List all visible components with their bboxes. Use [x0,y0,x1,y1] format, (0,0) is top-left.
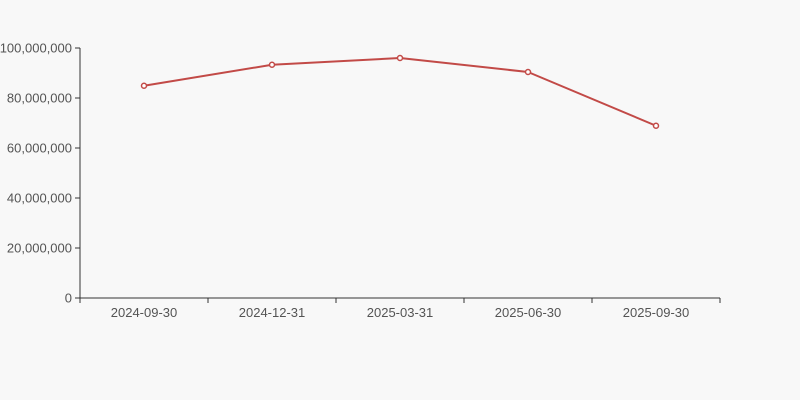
y-axis-tick-label: 20,000,000 [7,241,72,256]
data-point-marker[interactable] [140,82,148,89]
x-axis-tick-label: 2024-09-30 [111,305,178,320]
series-line [143,57,657,127]
x-axis-tick-label: 2025-09-30 [623,305,690,320]
data-point-marker[interactable] [396,54,404,62]
series-markers [140,54,660,129]
data-point-marker[interactable] [652,122,660,129]
y-axis-tick-label: 40,000,000 [7,191,72,206]
x-axis-tick-label: 2025-06-30 [495,305,562,320]
x-axis-tick-label: 2024-12-31 [239,305,306,320]
data-point-marker[interactable] [268,61,276,68]
y-axis-tick-label: 0 [65,291,72,306]
data-point-marker[interactable] [524,68,532,76]
x-axis-tick-label: 2025-03-31 [367,305,434,320]
y-axis-tick-label: 100,000,000 [0,41,72,56]
series-polyline [143,57,657,127]
y-axis-tick-label: 60,000,000 [7,141,72,156]
y-axis-tick-label: 80,000,000 [7,91,72,106]
x-axis: 2024-09-30 2024-12-31 2025-03-31 2025-06-30… [79,297,721,320]
y-axis: 0 20,000,000 40,000,000 60,000,000 80,000,00… [0,41,81,306]
